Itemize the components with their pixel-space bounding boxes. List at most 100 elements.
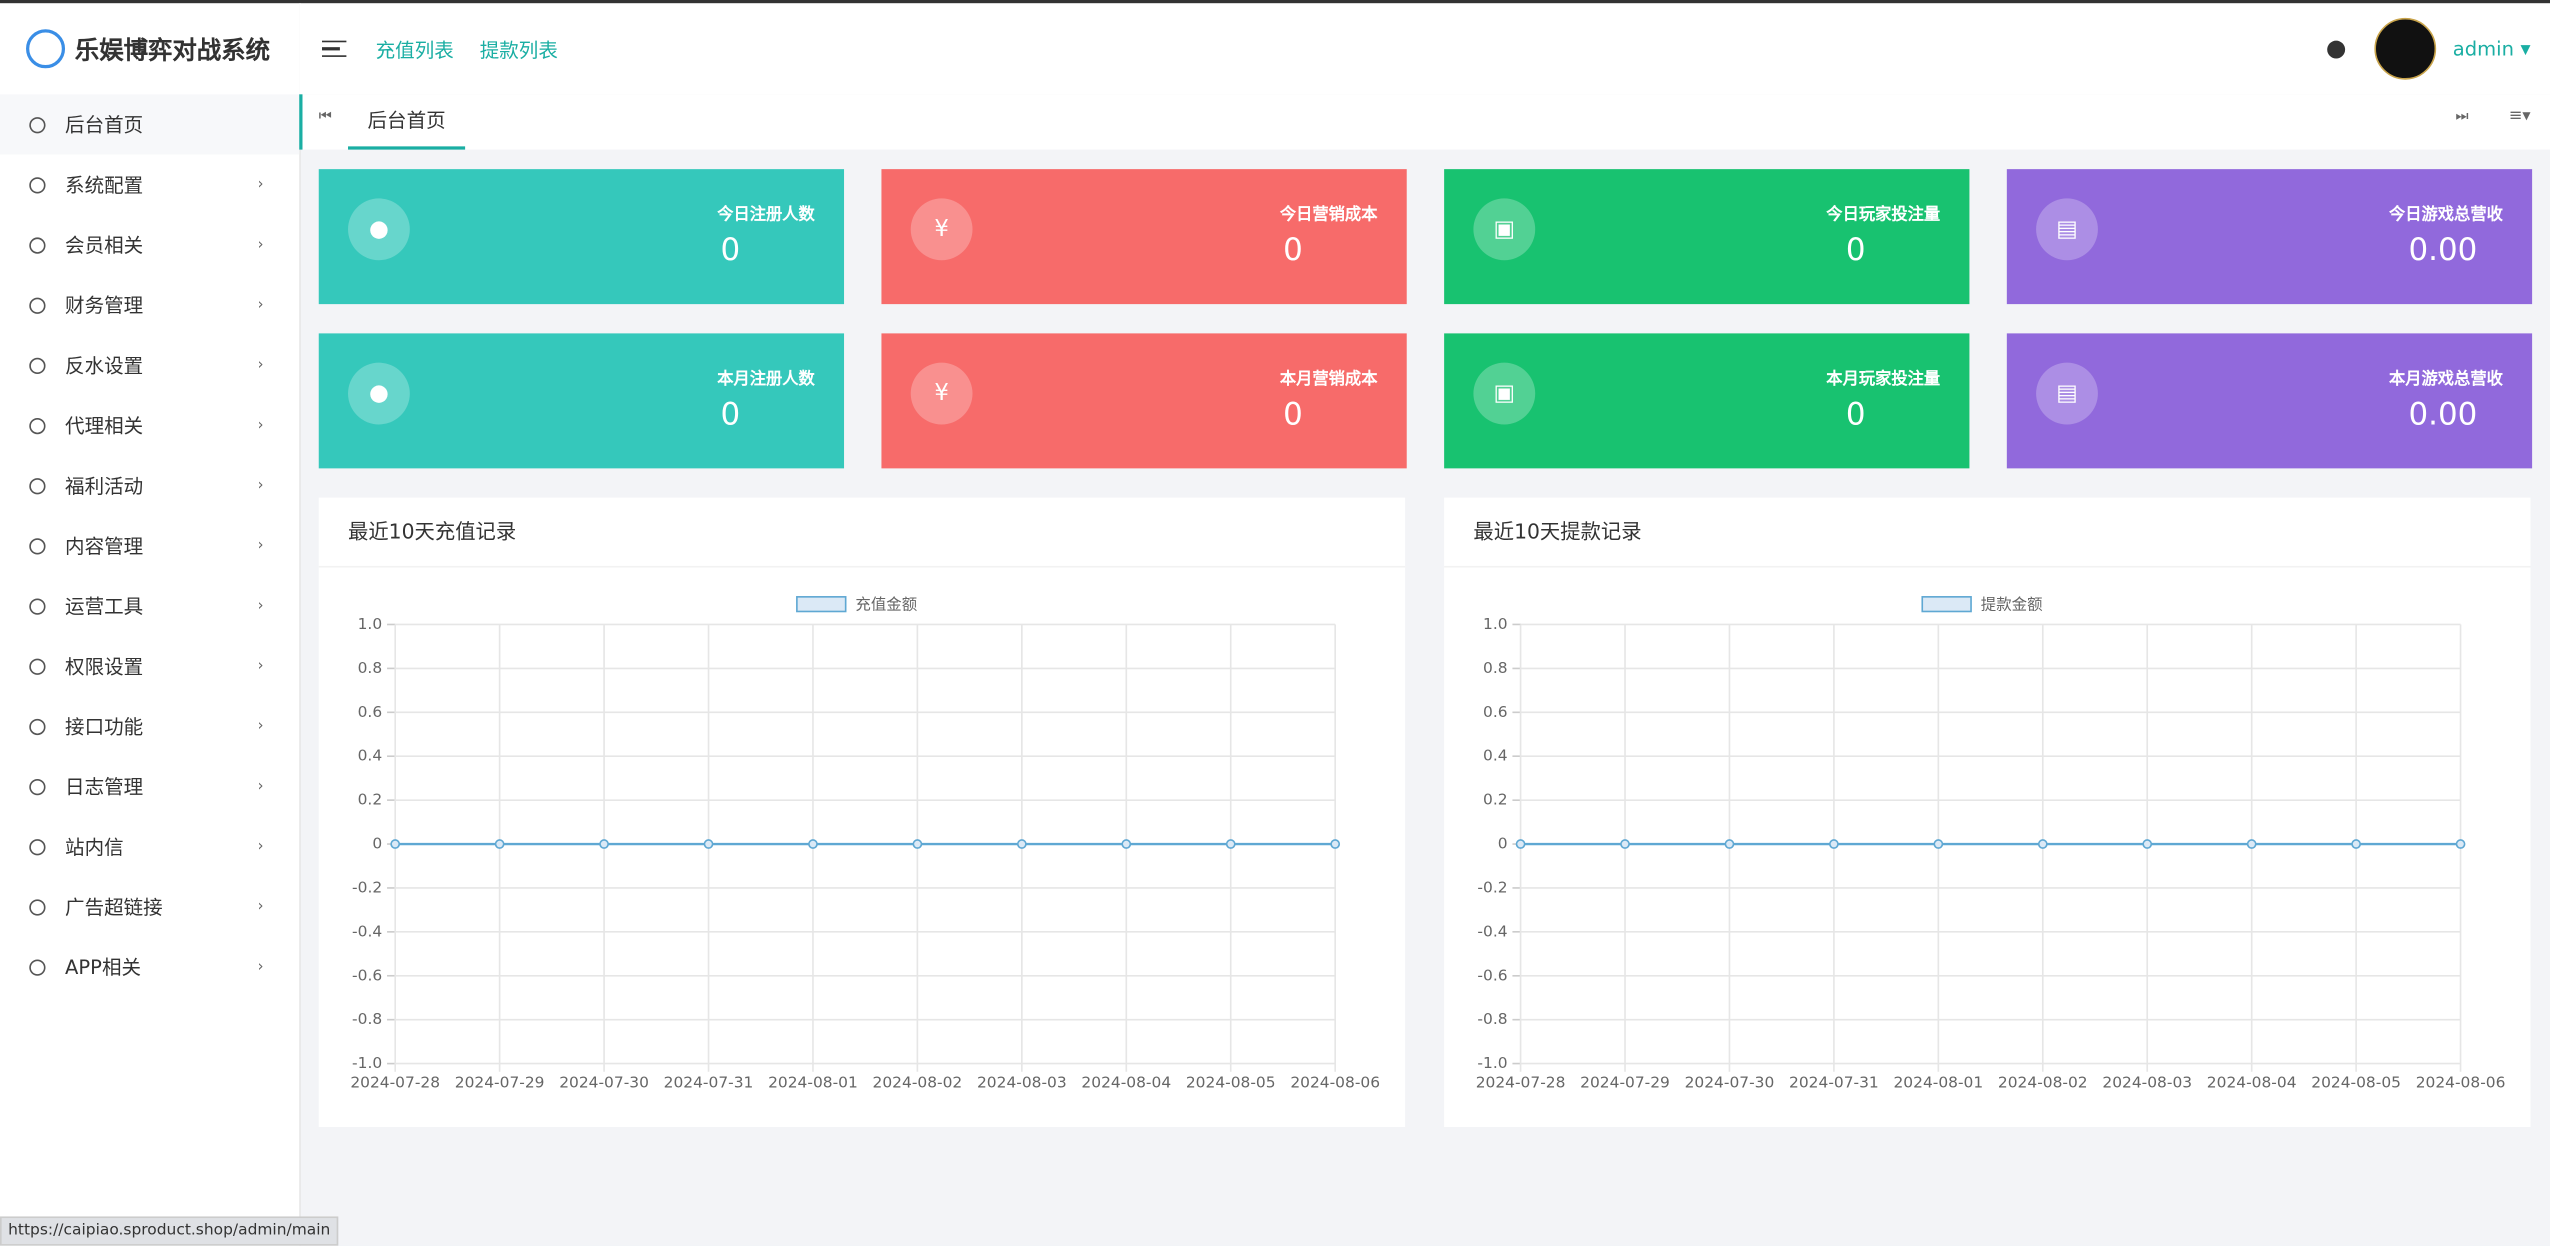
nav-link[interactable]: 充值列表	[375, 38, 454, 61]
menu-label: 财务管理	[65, 294, 144, 318]
stat-label: 本月营销成本	[1279, 370, 1378, 389]
x-tick-label: 2024-08-04	[2207, 1074, 2297, 1092]
y-tick-label: -0.8	[352, 1010, 382, 1028]
menu-item[interactable]: 广告超链接 ›	[0, 877, 299, 937]
y-tick-label: -0.4	[352, 922, 382, 940]
menu-icon	[29, 296, 46, 314]
menu-arrow: ›	[257, 296, 264, 314]
menu-toggle[interactable]	[322, 35, 347, 62]
x-tick-label: 2024-08-01	[768, 1074, 858, 1092]
chart-panel: 最近10天充值记录 1.0 0.8 0.6 0.4 0.2 0 -0.2 -0.4 -0.6 -0.…	[318, 497, 1406, 1128]
menu-label: 后台首页	[65, 113, 144, 137]
chart: 1.0 0.8 0.6 0.4 0.2 0 -0.2 -0.4 -0.6 -0.8 -1.0 2024…	[350, 595, 1380, 1092]
menu-label: 接口功能	[65, 715, 144, 739]
menu-arrow: ›	[257, 176, 264, 193]
point	[1225, 839, 1236, 849]
tab-prev[interactable]: ⏮	[318, 108, 332, 126]
x-tick-label: 2024-07-28	[1476, 1074, 1566, 1092]
menu-arrow: ›	[257, 477, 264, 494]
menu-item[interactable]: 运营工具 ›	[0, 576, 299, 636]
x-tick-label: 2024-07-29	[455, 1074, 545, 1092]
menu-item[interactable]: APP相关 ›	[0, 937, 299, 997]
menu-icon	[29, 898, 46, 915]
tab-next[interactable]: ⏭	[2455, 108, 2469, 126]
legend-label: 充值金额	[855, 595, 917, 613]
menu-item[interactable]: 反水设置 ›	[0, 335, 299, 395]
x-tick-label: 2024-08-06	[1290, 1074, 1380, 1092]
point	[1016, 839, 1027, 849]
menu-item[interactable]: 内容管理 ›	[0, 516, 299, 576]
stat-value: 0	[1283, 396, 1303, 433]
menu-item[interactable]: 系统配置 ›	[0, 154, 299, 214]
tab-menu[interactable]: ≡▾	[2508, 107, 2531, 126]
menu-icon	[29, 537, 46, 554]
stat-value: 0	[720, 396, 741, 433]
avatar[interactable]	[2374, 17, 2437, 80]
legend-swatch	[796, 596, 847, 613]
stat-label: 今日注册人数	[717, 206, 815, 225]
menu-icon	[29, 356, 46, 374]
point	[2351, 839, 2361, 849]
menu-label: APP相关	[65, 956, 141, 980]
x-tick-label: 2024-08-06	[2416, 1074, 2506, 1092]
menu-arrow: ›	[257, 236, 264, 253]
stat-card: ● 本月注册人数 0	[318, 333, 845, 469]
menu-item[interactable]: 会员相关 ›	[0, 215, 299, 275]
menu-item[interactable]: 财务管理 ›	[0, 275, 299, 335]
y-tick-label: -0.2	[352, 878, 382, 896]
x-tick-label: 2024-08-05	[1186, 1074, 1276, 1092]
y-tick-label: 1.0	[358, 615, 383, 633]
menu-item[interactable]: 接口功能 ›	[0, 696, 299, 756]
stat-value: 0.00	[2408, 232, 2478, 269]
point	[912, 839, 923, 849]
stat-label: 本月注册人数	[717, 370, 815, 389]
point	[599, 839, 609, 849]
theme-icon[interactable]	[2327, 39, 2346, 58]
stat-value: 0	[720, 232, 741, 269]
stat-icon: ▤	[2036, 362, 2098, 425]
user-name[interactable]: admin	[2452, 37, 2514, 61]
stat-card: ▤ 今日游戏总营收 0.00	[2006, 169, 2533, 305]
status-url: https://caipiao.sproduct.shop/admin/main	[0, 1216, 339, 1246]
stat-icon: ●	[348, 198, 410, 261]
menu-item[interactable]: 站内信 ›	[0, 816, 299, 876]
y-tick-label: -0.8	[1477, 1010, 1507, 1028]
menu-icon	[29, 176, 46, 193]
x-tick-label: 2024-08-05	[2311, 1074, 2401, 1092]
x-tick-label: 2024-07-30	[559, 1074, 649, 1092]
y-tick-label: 0.6	[358, 703, 383, 721]
menu-icon	[29, 657, 46, 675]
x-tick-label: 2024-08-03	[2102, 1074, 2192, 1092]
y-tick-label: -0.6	[352, 966, 382, 984]
stat-icon: ●	[348, 362, 410, 425]
tab[interactable]: 后台首页	[348, 94, 466, 150]
brand[interactable]: 乐娱博弈对战系统	[0, 3, 299, 94]
menu-item[interactable]: 日志管理 ›	[0, 756, 299, 816]
x-tick-label: 2024-08-01	[1893, 1074, 1983, 1092]
stat-card: ¥ 今日营销成本 0	[881, 169, 1407, 305]
x-tick-label: 2024-08-02	[1998, 1074, 2088, 1092]
sidebar: 乐娱博弈对战系统 后台首页 系统配置 › 会员相关 › 财务管理 › 反水设置 › 代理相关 › 福利…	[0, 3, 301, 1246]
stat-label: 今日营销成本	[1279, 206, 1378, 225]
y-tick-label: 0.8	[358, 659, 383, 677]
menu-label: 内容管理	[65, 535, 144, 558]
menu-item[interactable]: 代理相关 ›	[0, 395, 299, 455]
point	[1330, 839, 1341, 849]
chart: 1.0 0.8 0.6 0.4 0.2 0 -0.2 -0.4 -0.6 -0.8 -1.0 2024…	[1476, 595, 2506, 1092]
legend-swatch	[1921, 596, 1972, 613]
menu-item[interactable]: 后台首页	[0, 94, 300, 155]
x-tick-label: 2024-08-04	[1081, 1074, 1171, 1092]
nav-link[interactable]: 提款列表	[479, 38, 558, 61]
menu-label: 权限设置	[65, 655, 144, 679]
stat-value: 0	[1283, 232, 1303, 269]
chart-title: 最近10天充值记录	[318, 498, 1406, 568]
menu-label: 代理相关	[65, 414, 144, 438]
y-tick-label: 0.4	[1483, 747, 1508, 765]
menu-item[interactable]: 权限设置 ›	[0, 636, 299, 696]
menu-icon	[29, 477, 46, 494]
menu-item[interactable]: 福利活动 ›	[0, 455, 299, 515]
x-tick-label: 2024-07-31	[664, 1074, 754, 1092]
